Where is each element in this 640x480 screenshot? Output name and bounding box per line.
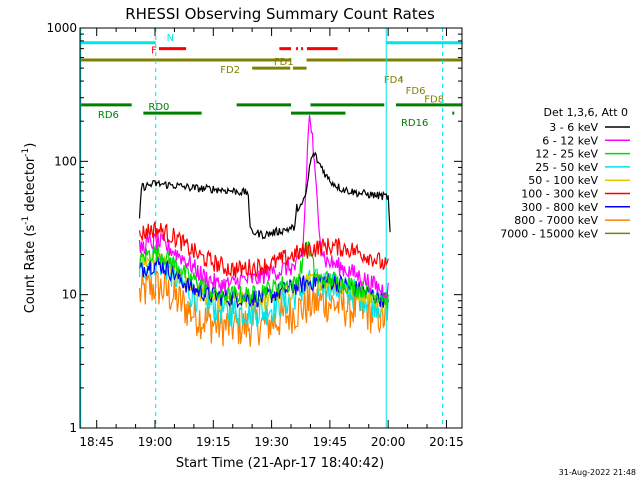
x-tick-label: 19:00 xyxy=(138,435,173,449)
y-tick-label: 1 xyxy=(69,421,77,435)
series-layer xyxy=(138,114,391,347)
plot-frame xyxy=(79,27,463,429)
x-tick-label: 19:30 xyxy=(254,435,289,449)
chart-title: RHESSI Observing Summary Count Rates xyxy=(125,5,435,23)
legend-entry-label: 12 - 25 keV xyxy=(535,148,598,161)
flag-label: RD6 xyxy=(98,110,119,121)
flag-label: FD8 xyxy=(424,95,444,106)
x-tick-label: 19:15 xyxy=(196,435,231,449)
flag-label: RD16 xyxy=(401,118,428,129)
x-tick-label: 20:00 xyxy=(371,435,406,449)
legend-entry-label: 800 - 7000 keV xyxy=(514,214,598,227)
flag-label: FD6 xyxy=(406,86,426,97)
legend-entry-label: 6 - 12 keV xyxy=(542,134,598,147)
flag-label: F xyxy=(151,46,157,57)
legend-entry-label: 7000 - 15000 keV xyxy=(500,227,598,240)
flag-label: FD4 xyxy=(384,75,404,86)
legend-entry-label: 100 - 300 keV xyxy=(521,188,598,201)
flag-label: RD0 xyxy=(148,102,169,113)
x-axis-label: Start Time (21-Apr-17 18:40:42) xyxy=(176,456,384,471)
series-line xyxy=(138,221,389,279)
x-tick-label: 18:45 xyxy=(79,435,114,449)
x-axis-ticks: 18:45 19:00 19:15 19:30 19:45 20:00 20:15 xyxy=(79,28,464,449)
legend-entry-label: 50 - 100 keV xyxy=(528,174,598,187)
legend-entry-label: 3 - 6 keV xyxy=(549,121,598,134)
x-tick-label: 19:45 xyxy=(313,435,348,449)
x-tick-label: 20:15 xyxy=(429,435,464,449)
y-tick-label: 10 xyxy=(62,288,77,302)
y-axis-ticks: 1 10 100 1000 xyxy=(46,21,462,435)
series-line xyxy=(138,241,389,309)
flag-label: FD1 xyxy=(274,57,294,68)
y-axis-label: Count Rate (s-1 detector-1) xyxy=(21,143,38,314)
series-line xyxy=(138,114,389,299)
legend-entry-label: 300 - 800 keV xyxy=(521,201,598,214)
flag-label: FD2 xyxy=(220,65,240,76)
flag-label: N xyxy=(167,33,174,44)
series-line xyxy=(138,151,391,240)
legend-header: Det 1,3,6, Att 0 xyxy=(544,106,628,119)
legend-entry-label: 25 - 50 keV xyxy=(535,161,598,174)
timestamp: 31-Aug-2022 21:48 xyxy=(559,468,636,477)
y-tick-label: 100 xyxy=(54,154,77,168)
y-tick-label: 1000 xyxy=(46,21,77,35)
